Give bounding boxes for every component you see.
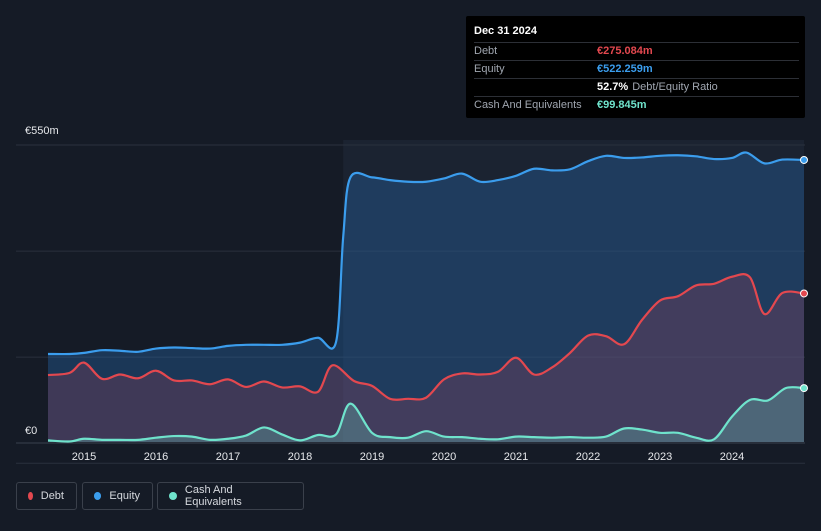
legend-debt[interactable]: Debt <box>16 482 77 510</box>
tooltip-ratio-spacer <box>474 79 597 96</box>
x-tick-label: 2022 <box>576 451 600 463</box>
equity-line <box>47 151 805 356</box>
tooltip-cash-value: €99.845m <box>597 99 647 111</box>
legend-debt-label: Debt <box>40 490 64 502</box>
debt-endpoint <box>800 289 808 298</box>
equity-legend-dot <box>94 492 102 500</box>
tooltip-row-cash: Cash And Equivalents €99.845m <box>474 97 799 114</box>
y-axis-top-label: €550m <box>25 125 59 137</box>
debt-line <box>47 273 805 401</box>
x-tick-label: 2015 <box>72 451 96 463</box>
x-tick-label: 2018 <box>288 451 312 463</box>
tooltip: Dec 31 2024 Debt €275.084m Equity €522.2… <box>466 16 805 118</box>
x-tick-label: 2020 <box>432 451 456 463</box>
legend-equity[interactable]: Equity <box>82 482 153 510</box>
chart-highlight-region <box>343 140 804 442</box>
tooltip-debt-value: €275.084m <box>597 45 653 57</box>
tooltip-equity-value: €522.259m <box>597 63 653 75</box>
tooltip-row-debt: Debt €275.084m <box>474 43 799 61</box>
tooltip-ratio-value: 52.7% <box>597 81 629 93</box>
x-tick-label: 2023 <box>648 451 672 463</box>
legend-cash[interactable]: Cash And Equivalents <box>157 482 304 510</box>
x-tick-label: 2016 <box>144 451 168 463</box>
cash-and-equivalents-endpoint <box>800 384 808 393</box>
x-tick-label: 2021 <box>504 451 528 463</box>
x-tick-label: 2024 <box>720 451 744 463</box>
legend-equity-label: Equity <box>109 490 140 502</box>
legend-cash-label: Cash And Equivalents <box>184 484 242 508</box>
equity-endpoint <box>800 155 808 164</box>
cash-and-equivalents-area <box>48 387 804 442</box>
debt-area <box>48 274 804 442</box>
tooltip-date: Dec 31 2024 <box>474 16 799 43</box>
tooltip-equity-label: Equity <box>474 63 505 75</box>
x-tick-label: 2019 <box>360 451 384 463</box>
debt-legend-dot <box>28 492 33 500</box>
y-axis-bottom-label: €0 <box>25 425 38 437</box>
tooltip-cash-label: Cash And Equivalents <box>474 99 582 111</box>
tooltip-row-equity: Equity €522.259m <box>474 61 799 79</box>
tooltip-ratio-label: Debt/Equity Ratio <box>632 81 718 93</box>
tooltip-debt-label: Debt <box>474 45 498 57</box>
tooltip-row-ratio: 52.7% Debt/Equity Ratio <box>474 79 799 97</box>
x-tick-label: 2017 <box>216 451 240 463</box>
cash-and-equivalents-line <box>47 386 805 443</box>
cash-legend-dot <box>169 492 177 500</box>
equity-area <box>48 152 804 442</box>
